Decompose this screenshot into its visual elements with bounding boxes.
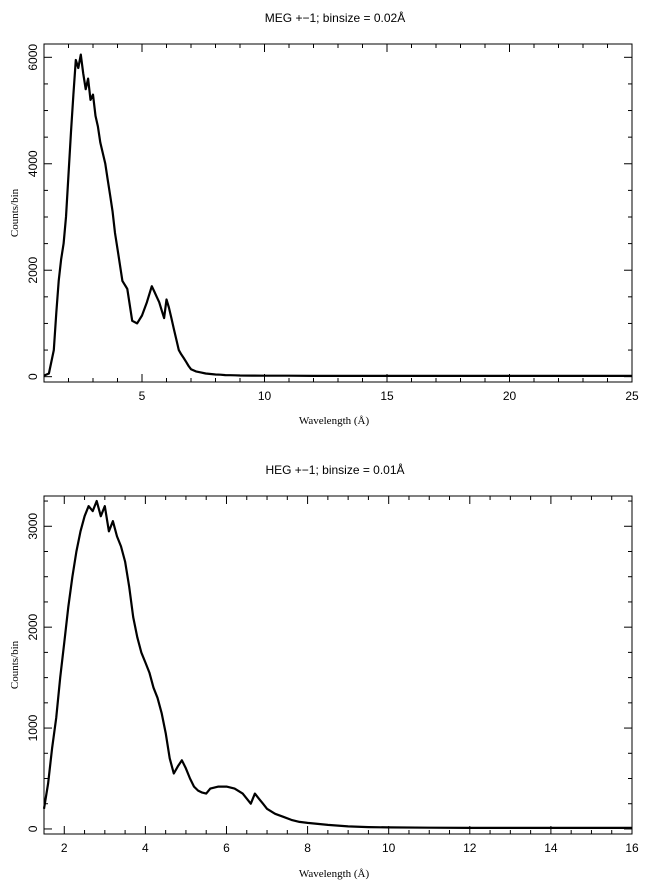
y-tick-label: 4000 [26,150,40,177]
y-tick-labels: 0 1000 2000 3000 [26,513,40,833]
y-tick-label: 0 [26,825,40,832]
y-tick-label: 2000 [26,257,40,284]
spectrum-line [42,499,632,829]
x-tick-label: 25 [625,389,639,403]
plot-frame [43,43,633,383]
tick-marks [44,44,632,382]
chart-title: HEG +−1; binsize = 0.01Å [265,462,404,477]
x-tick-labels: 2 4 6 8 10 12 14 16 [61,841,639,855]
x-tick-label: 10 [258,389,272,403]
y-tick-label: 3000 [26,513,40,540]
x-tick-label: 8 [304,841,311,855]
y-axis-label: Counts/bin [9,640,21,689]
y-tick-label: 0 [26,373,40,380]
y-axis-label: Counts/bin [9,188,21,237]
chart-title: MEG +−1; binsize = 0.02Å [265,10,405,25]
plot-frame [43,495,633,835]
x-tick-label: 10 [382,841,396,855]
x-tick-label: 5 [139,389,146,403]
heg-spectrum-chart: HEG +−1; binsize = 0.01Å 2 4 6 8 10 12 14 16 0 1… [9,462,639,880]
x-tick-labels: 5 10 15 20 25 [139,389,639,403]
meg-spectrum-chart: MEG +−1; binsize = 0.02Å 5 10 15 20 25 0 2000… [9,10,639,427]
x-tick-label: 16 [625,841,639,855]
y-tick-label: 2000 [26,613,40,640]
y-tick-label: 1000 [26,714,40,741]
x-tick-label: 15 [380,389,394,403]
tick-marks [44,496,632,834]
y-tick-labels: 0 2000 4000 6000 [26,44,40,380]
x-tick-label: 20 [503,389,517,403]
x-tick-label: 12 [463,841,477,855]
x-tick-label: 14 [544,841,558,855]
x-tick-label: 4 [142,841,149,855]
y-tick-label: 6000 [26,44,40,71]
spectrum-line [43,53,632,377]
x-tick-label: 2 [61,841,68,855]
x-tick-label: 6 [223,841,230,855]
x-axis-label: Wavelength (Å) [299,415,370,427]
x-axis-label: Wavelength (Å) [299,868,370,880]
